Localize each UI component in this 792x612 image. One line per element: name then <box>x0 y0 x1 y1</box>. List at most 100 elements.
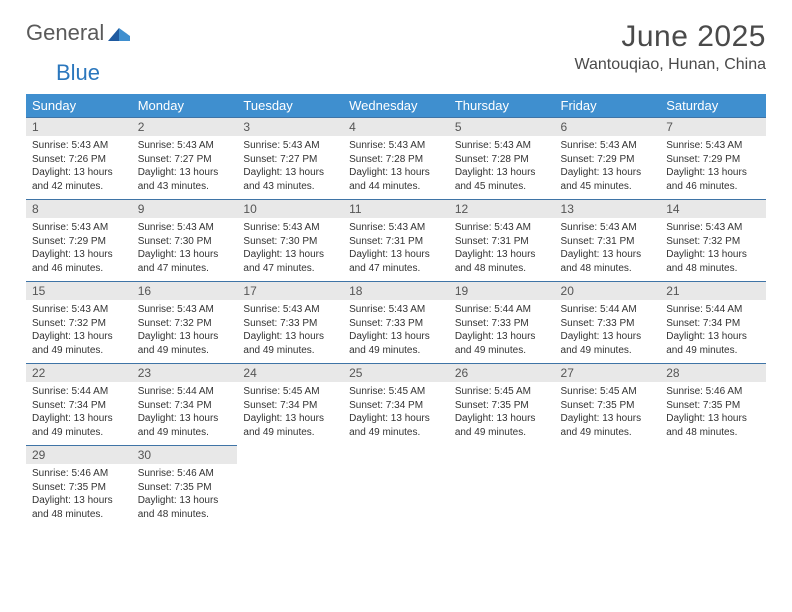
daylight-text: Daylight: 13 hours and 48 minutes. <box>666 248 760 275</box>
sunset-text: Sunset: 7:33 PM <box>561 317 655 331</box>
sunset-text: Sunset: 7:35 PM <box>561 399 655 413</box>
day-details: Sunrise: 5:44 AMSunset: 7:34 PMDaylight:… <box>26 382 132 445</box>
day-details: Sunrise: 5:45 AMSunset: 7:35 PMDaylight:… <box>555 382 661 445</box>
day-cell: 15Sunrise: 5:43 AMSunset: 7:32 PMDayligh… <box>26 282 132 364</box>
day-number: 7 <box>660 118 766 136</box>
sunset-text: Sunset: 7:34 PM <box>32 399 126 413</box>
sunset-text: Sunset: 7:35 PM <box>666 399 760 413</box>
daylight-text: Daylight: 13 hours and 46 minutes. <box>666 166 760 193</box>
calendar-week-row: 1Sunrise: 5:43 AMSunset: 7:26 PMDaylight… <box>26 118 766 200</box>
empty-day-cell <box>343 446 449 528</box>
day-cell: 30Sunrise: 5:46 AMSunset: 7:35 PMDayligh… <box>132 446 238 528</box>
sunset-text: Sunset: 7:31 PM <box>455 235 549 249</box>
title-block: June 2025 Wantouqiao, Hunan, China <box>574 20 766 74</box>
daylight-text: Daylight: 13 hours and 46 minutes. <box>32 248 126 275</box>
day-number: 30 <box>132 446 238 464</box>
sunrise-text: Sunrise: 5:45 AM <box>561 385 655 399</box>
day-details: Sunrise: 5:43 AMSunset: 7:27 PMDaylight:… <box>237 136 343 199</box>
sunrise-text: Sunrise: 5:45 AM <box>349 385 443 399</box>
day-details: Sunrise: 5:44 AMSunset: 7:34 PMDaylight:… <box>660 300 766 363</box>
day-cell: 7Sunrise: 5:43 AMSunset: 7:29 PMDaylight… <box>660 118 766 200</box>
day-number: 26 <box>449 364 555 382</box>
day-details: Sunrise: 5:43 AMSunset: 7:32 PMDaylight:… <box>26 300 132 363</box>
day-details: Sunrise: 5:43 AMSunset: 7:28 PMDaylight:… <box>449 136 555 199</box>
weekday-header: Wednesday <box>343 94 449 118</box>
day-number: 9 <box>132 200 238 218</box>
day-number: 24 <box>237 364 343 382</box>
day-cell: 5Sunrise: 5:43 AMSunset: 7:28 PMDaylight… <box>449 118 555 200</box>
sunrise-text: Sunrise: 5:43 AM <box>243 221 337 235</box>
day-details: Sunrise: 5:43 AMSunset: 7:26 PMDaylight:… <box>26 136 132 199</box>
day-cell: 22Sunrise: 5:44 AMSunset: 7:34 PMDayligh… <box>26 364 132 446</box>
sunrise-text: Sunrise: 5:44 AM <box>561 303 655 317</box>
day-details: Sunrise: 5:45 AMSunset: 7:35 PMDaylight:… <box>449 382 555 445</box>
logo-text-general: General <box>26 20 104 46</box>
sunset-text: Sunset: 7:30 PM <box>138 235 232 249</box>
sunrise-text: Sunrise: 5:43 AM <box>349 139 443 153</box>
sunrise-text: Sunrise: 5:44 AM <box>32 385 126 399</box>
day-number: 29 <box>26 446 132 464</box>
location-text: Wantouqiao, Hunan, China <box>574 56 766 74</box>
day-number: 17 <box>237 282 343 300</box>
daylight-text: Daylight: 13 hours and 45 minutes. <box>561 166 655 193</box>
sunrise-text: Sunrise: 5:43 AM <box>455 139 549 153</box>
day-details: Sunrise: 5:43 AMSunset: 7:30 PMDaylight:… <box>237 218 343 281</box>
daylight-text: Daylight: 13 hours and 48 minutes. <box>561 248 655 275</box>
daylight-text: Daylight: 13 hours and 49 minutes. <box>349 412 443 439</box>
day-details: Sunrise: 5:46 AMSunset: 7:35 PMDaylight:… <box>132 464 238 527</box>
day-details: Sunrise: 5:43 AMSunset: 7:32 PMDaylight:… <box>660 218 766 281</box>
day-cell: 8Sunrise: 5:43 AMSunset: 7:29 PMDaylight… <box>26 200 132 282</box>
sunset-text: Sunset: 7:26 PM <box>32 153 126 167</box>
day-cell: 1Sunrise: 5:43 AMSunset: 7:26 PMDaylight… <box>26 118 132 200</box>
calendar-page: General June 2025 Wantouqiao, Hunan, Chi… <box>0 0 792 547</box>
day-number: 4 <box>343 118 449 136</box>
sunrise-text: Sunrise: 5:46 AM <box>32 467 126 481</box>
day-details: Sunrise: 5:43 AMSunset: 7:31 PMDaylight:… <box>343 218 449 281</box>
logo: General <box>26 20 132 46</box>
day-cell: 25Sunrise: 5:45 AMSunset: 7:34 PMDayligh… <box>343 364 449 446</box>
sunrise-text: Sunrise: 5:43 AM <box>349 221 443 235</box>
daylight-text: Daylight: 13 hours and 49 minutes. <box>349 330 443 357</box>
calendar-body: 1Sunrise: 5:43 AMSunset: 7:26 PMDaylight… <box>26 118 766 528</box>
sunrise-text: Sunrise: 5:43 AM <box>243 139 337 153</box>
calendar-header-row: SundayMondayTuesdayWednesdayThursdayFrid… <box>26 94 766 118</box>
day-details: Sunrise: 5:43 AMSunset: 7:27 PMDaylight:… <box>132 136 238 199</box>
day-number: 23 <box>132 364 238 382</box>
day-number: 3 <box>237 118 343 136</box>
daylight-text: Daylight: 13 hours and 48 minutes. <box>32 494 126 521</box>
sunset-text: Sunset: 7:35 PM <box>455 399 549 413</box>
sunset-text: Sunset: 7:35 PM <box>32 481 126 495</box>
sunset-text: Sunset: 7:33 PM <box>349 317 443 331</box>
day-details: Sunrise: 5:43 AMSunset: 7:33 PMDaylight:… <box>237 300 343 363</box>
daylight-text: Daylight: 13 hours and 49 minutes. <box>138 412 232 439</box>
calendar-week-row: 22Sunrise: 5:44 AMSunset: 7:34 PMDayligh… <box>26 364 766 446</box>
sunset-text: Sunset: 7:33 PM <box>455 317 549 331</box>
daylight-text: Daylight: 13 hours and 49 minutes. <box>561 412 655 439</box>
sunset-text: Sunset: 7:29 PM <box>561 153 655 167</box>
daylight-text: Daylight: 13 hours and 47 minutes. <box>243 248 337 275</box>
month-title: June 2025 <box>574 20 766 54</box>
daylight-text: Daylight: 13 hours and 49 minutes. <box>32 412 126 439</box>
day-cell: 10Sunrise: 5:43 AMSunset: 7:30 PMDayligh… <box>237 200 343 282</box>
day-cell: 3Sunrise: 5:43 AMSunset: 7:27 PMDaylight… <box>237 118 343 200</box>
empty-day-cell <box>660 446 766 528</box>
day-details: Sunrise: 5:44 AMSunset: 7:34 PMDaylight:… <box>132 382 238 445</box>
daylight-text: Daylight: 13 hours and 45 minutes. <box>455 166 549 193</box>
day-cell: 12Sunrise: 5:43 AMSunset: 7:31 PMDayligh… <box>449 200 555 282</box>
sunset-text: Sunset: 7:31 PM <box>561 235 655 249</box>
day-number: 28 <box>660 364 766 382</box>
daylight-text: Daylight: 13 hours and 43 minutes. <box>243 166 337 193</box>
empty-day-cell <box>237 446 343 528</box>
day-number: 5 <box>449 118 555 136</box>
day-details: Sunrise: 5:43 AMSunset: 7:29 PMDaylight:… <box>555 136 661 199</box>
day-details: Sunrise: 5:45 AMSunset: 7:34 PMDaylight:… <box>343 382 449 445</box>
sunset-text: Sunset: 7:34 PM <box>138 399 232 413</box>
day-number: 2 <box>132 118 238 136</box>
day-cell: 13Sunrise: 5:43 AMSunset: 7:31 PMDayligh… <box>555 200 661 282</box>
day-cell: 17Sunrise: 5:43 AMSunset: 7:33 PMDayligh… <box>237 282 343 364</box>
day-cell: 18Sunrise: 5:43 AMSunset: 7:33 PMDayligh… <box>343 282 449 364</box>
weekday-header: Saturday <box>660 94 766 118</box>
daylight-text: Daylight: 13 hours and 47 minutes. <box>349 248 443 275</box>
day-cell: 19Sunrise: 5:44 AMSunset: 7:33 PMDayligh… <box>449 282 555 364</box>
sunset-text: Sunset: 7:32 PM <box>666 235 760 249</box>
